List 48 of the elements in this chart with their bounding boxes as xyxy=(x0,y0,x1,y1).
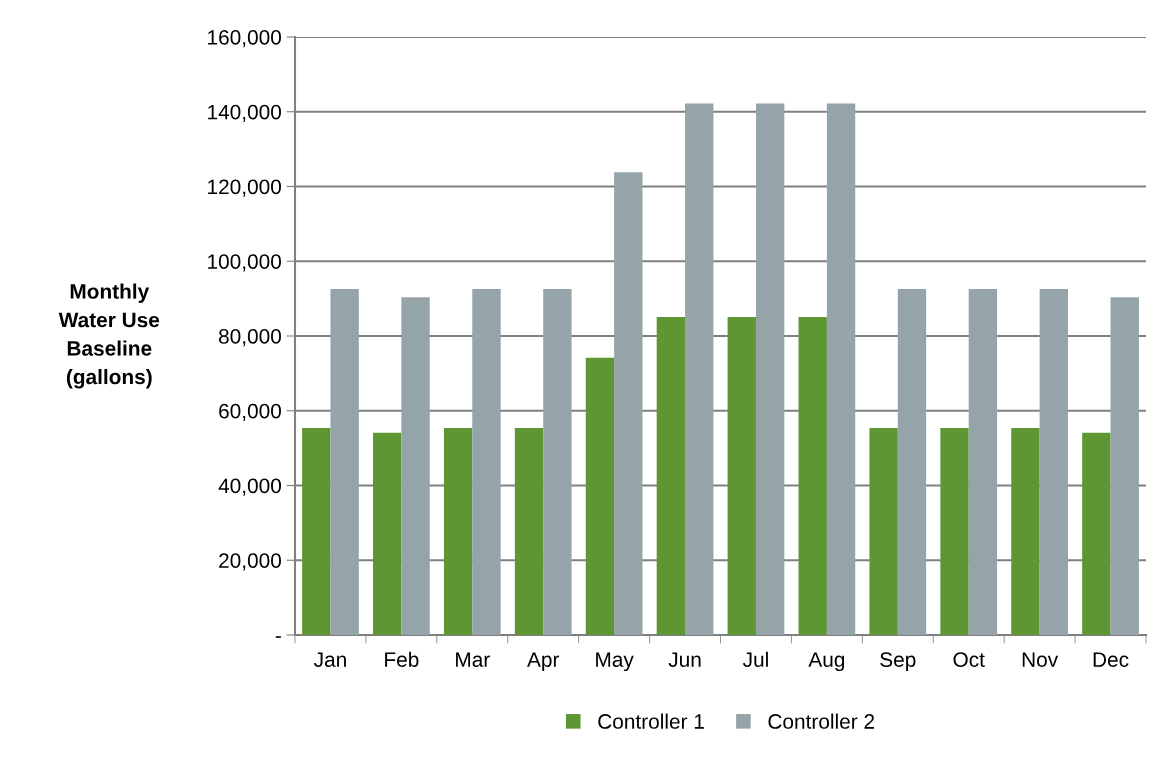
bar xyxy=(1011,427,1040,635)
x-tick-label: Oct xyxy=(953,652,985,667)
x-tick-label: Dec xyxy=(1093,652,1129,667)
bar xyxy=(472,288,501,635)
bar xyxy=(1110,297,1139,635)
x-tick-label: Sep xyxy=(880,652,916,672)
bar xyxy=(968,288,998,635)
bar xyxy=(302,427,331,635)
x-tick-label: Mar xyxy=(456,652,490,667)
x-tick-label: Jan xyxy=(313,652,346,667)
bar xyxy=(1082,432,1111,635)
x-tick-label: May xyxy=(596,652,634,672)
y-tick-label: 40,000 xyxy=(218,478,281,496)
bar xyxy=(755,103,785,635)
bar xyxy=(401,297,430,635)
y-tick-label: 80,000 xyxy=(219,329,281,347)
y-tick-label: - xyxy=(275,636,281,638)
y-tick-label: 160,000 xyxy=(208,30,281,48)
y-tick-label: 100,000 xyxy=(208,254,281,272)
x-tick-label: Feb xyxy=(385,651,419,667)
bar xyxy=(897,288,927,635)
bar xyxy=(826,103,856,635)
x-tick-label: Jul xyxy=(742,651,768,667)
bar xyxy=(656,316,686,635)
y-tick-label: 140,000 xyxy=(208,104,281,122)
bar xyxy=(869,427,898,635)
bar xyxy=(1039,288,1068,635)
x-tick-label: Jun xyxy=(668,652,701,667)
y-tick-label: 20,000 xyxy=(219,553,281,571)
bar xyxy=(727,316,756,635)
y-tick-label: 60,000 xyxy=(219,403,281,421)
bar xyxy=(685,103,714,635)
legend-label: Controller 2 xyxy=(768,713,875,729)
x-tick-label: Aug xyxy=(808,652,845,672)
bar xyxy=(614,172,643,635)
bar xyxy=(543,288,572,635)
x-tick-label: Apr xyxy=(527,652,560,672)
legend-label: Controller 1 xyxy=(598,713,704,729)
bar xyxy=(585,357,615,635)
x-tick-label: Nov xyxy=(1022,652,1059,667)
bar xyxy=(330,288,359,635)
bar xyxy=(798,316,827,635)
y-tick-label: 120,000 xyxy=(208,179,281,197)
bar xyxy=(940,427,969,635)
bar xyxy=(443,427,473,635)
bar xyxy=(373,432,402,635)
bar xyxy=(514,427,544,635)
y-axis-title: Monthly Water Use Baseline (gallons) xyxy=(58,283,160,389)
